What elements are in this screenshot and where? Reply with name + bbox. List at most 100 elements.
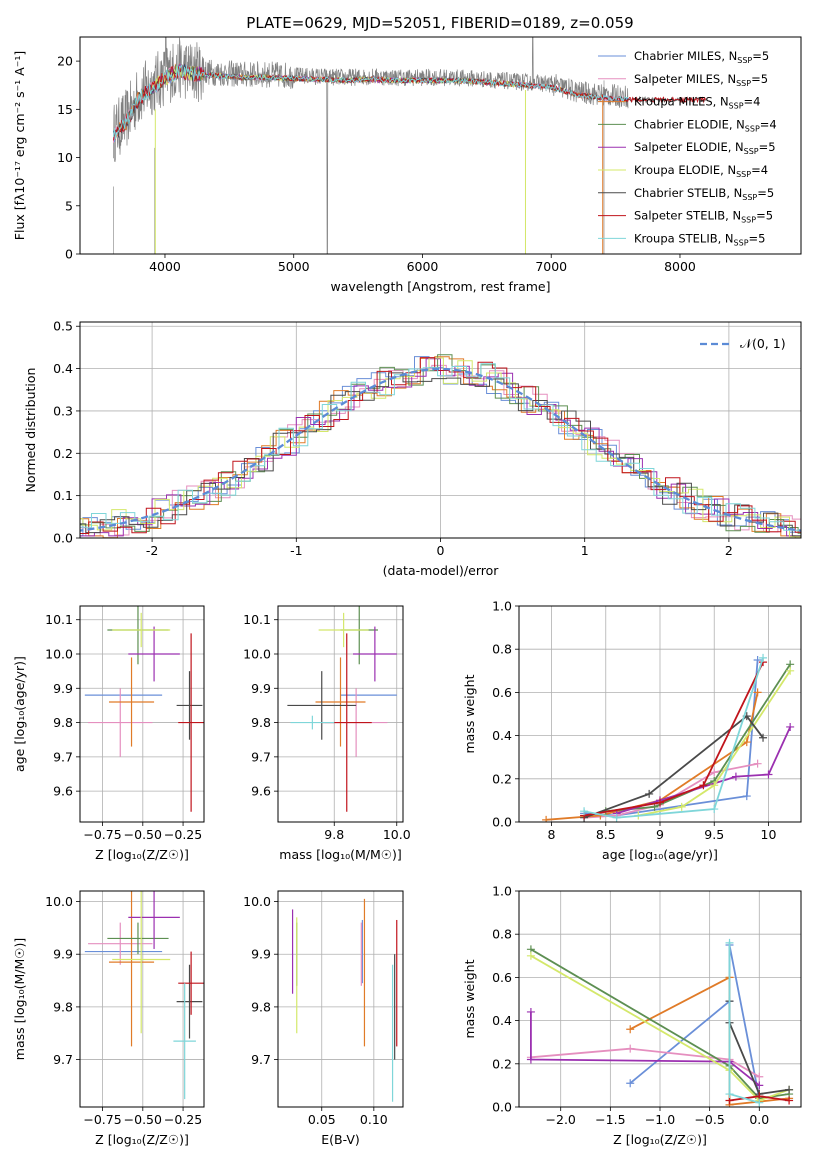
mass-weight-marker <box>656 798 664 807</box>
x-axis-label: mass [log₁₀(M/M☉)] <box>279 847 401 862</box>
x-tick-label: 0 <box>437 543 445 558</box>
legend-label: Chabrier MILES, NSSP=5 <box>634 49 769 65</box>
x-tick-label: −0.5 <box>694 1112 724 1127</box>
residual_hist-axes: -2 -1 0 1 2 0.0 0.1 0.2 0.3 0.4 0.5 (data-model)/er… <box>23 319 801 578</box>
legend-label: Chabrier STELIB, NSSP=5 <box>634 186 774 202</box>
mass-weight-marker <box>626 1025 635 1034</box>
mass-weight-marker <box>755 1072 764 1081</box>
error-bar-point <box>128 626 180 682</box>
y-tick-label: 9.7 <box>251 749 271 764</box>
mass-weight-line <box>530 955 790 1102</box>
x-tick-label: -2 <box>146 543 158 558</box>
y-axis-label: mass weight <box>462 674 477 753</box>
observed-spectrum-line <box>113 37 629 254</box>
massweight_vs_age-axes: 8 8.5 9 9.5 10 0.0 0.2 0.4 0.6 0.8 1.0 age [log₁₀(a… <box>462 599 801 862</box>
mass-weight-marker <box>710 781 719 790</box>
y-tick-label: 10.1 <box>45 612 73 627</box>
spectrum-plot <box>113 37 707 254</box>
model-line <box>113 64 629 139</box>
x-tick-label: 9 <box>656 827 664 842</box>
x-tick-label: 0.05 <box>308 1112 336 1127</box>
y-tick-label: 9.7 <box>53 749 73 764</box>
axes-frame <box>277 605 404 823</box>
y-tick-label: 10.1 <box>243 612 271 627</box>
y-tick-label: 0.5 <box>53 319 73 334</box>
y-tick-label: 0.0 <box>492 1100 512 1115</box>
error-bar-point <box>128 891 180 949</box>
y-tick-label: 10 <box>57 150 73 165</box>
x-tick-label: −0.50 <box>124 827 162 842</box>
y-tick-label: 9.8 <box>251 999 271 1014</box>
mass-weight-line <box>583 657 764 819</box>
mass-weight-marker <box>764 770 773 779</box>
histogram-step-line <box>80 358 801 537</box>
mass-weight-line <box>530 1012 760 1087</box>
y-tick-label: 9.9 <box>251 947 271 962</box>
mass-weight-marker <box>755 1098 764 1107</box>
mass-weight-marker <box>710 768 719 777</box>
y-tick-label: 15 <box>57 102 73 117</box>
mass-weight-marker <box>786 666 795 675</box>
mass-weight-marker <box>526 1055 535 1064</box>
x-tick-label: 6000 <box>407 259 439 274</box>
histogram-plot <box>80 354 801 538</box>
age_vs_mass-axes: 9.8 10.0 9.6 9.7 9.8 9.9 10.0 10.1 mass [log₁₀(M… <box>243 606 411 862</box>
x-tick-label: 8.5 <box>596 827 616 842</box>
histogram-step-line <box>80 372 801 537</box>
mass-weight-marker <box>699 781 708 790</box>
y-tick-label: 10.0 <box>243 894 271 909</box>
x-tick-label: 8 <box>548 827 556 842</box>
y-tick-label: 0.6 <box>492 970 512 985</box>
mass-weight-marker <box>753 688 762 697</box>
x-tick-label: 9.8 <box>324 827 344 842</box>
x-axis-label: Z [log₁₀(Z/Z☉)] <box>95 1132 189 1147</box>
mass_vs_ebv-axes: 0.05 0.10 9.7 9.8 9.9 10.0 E(B-V) <box>243 891 403 1147</box>
age_vs_Z-axes: −0.75 −0.50 −0.25 9.6 9.7 9.8 9.9 10.0 10.1 Z [lo… <box>12 606 204 862</box>
y-tick-label: 9.9 <box>53 681 73 696</box>
y-tick-label: 10.0 <box>45 894 73 909</box>
y-tick-label: 0.0 <box>53 531 73 546</box>
mass-weight-line <box>530 948 790 1100</box>
mass-weight-line <box>583 661 764 817</box>
x-axis-label: age [log₁₀(age/yr)] <box>602 847 718 862</box>
x-tick-label: 8000 <box>664 259 696 274</box>
legend-label: Salpeter MILES, NSSP=5 <box>634 72 768 88</box>
mass-weight-marker <box>612 813 621 822</box>
y-tick-label: 9.6 <box>251 784 271 799</box>
mass-weight-marker <box>725 1090 734 1099</box>
legend-label: Salpeter ELODIE, NSSP=5 <box>634 140 776 156</box>
legend-label: Kroupa ELODIE, NSSP=4 <box>634 163 768 179</box>
x-tick-label: −0.75 <box>83 1112 121 1127</box>
y-tick-label: 0.8 <box>492 642 512 657</box>
x-tick-label: 10.0 <box>383 827 411 842</box>
x-tick-label: −0.50 <box>124 1112 162 1127</box>
axes-frame <box>79 321 802 539</box>
mass-weight-line <box>546 692 759 821</box>
y-tick-label: 0.2 <box>492 1056 512 1071</box>
mass-weight-marker <box>645 789 654 798</box>
x-tick-label: −2.0 <box>546 1112 576 1127</box>
x-tick-label: 2 <box>725 543 733 558</box>
legend-label: Salpeter STELIB, NSSP=5 <box>634 209 773 225</box>
error-bar-point <box>176 964 203 1039</box>
y-tick-label: 9.8 <box>251 715 271 730</box>
x-axis-label: Z [log₁₀(Z/Z☉)] <box>95 847 189 862</box>
y-tick-label: 0.1 <box>53 488 73 503</box>
x-tick-label: -1 <box>290 543 302 558</box>
x-tick-label: 9.5 <box>704 827 724 842</box>
error-bar-point <box>287 671 357 740</box>
mass-weight-marker <box>759 733 768 742</box>
y-tick-label: 20 <box>57 54 73 69</box>
y-axis-label: mass [log₁₀(M/M☉)] <box>12 938 27 1060</box>
histogram-step-line <box>80 357 801 534</box>
mass-weight-marker <box>753 656 762 664</box>
x-tick-label: 4000 <box>149 259 181 274</box>
figure-title: PLATE=0629, MJD=52051, FIBERID=0189, z=0… <box>246 14 633 32</box>
mass_vs_Z-axes: −0.75 −0.50 −0.25 9.7 9.8 9.9 10.0 Z [log₁₀(Z/Z… <box>12 891 204 1147</box>
y-tick-label: 9.9 <box>251 681 271 696</box>
legend-label: Kroupa MILES, NSSP=4 <box>634 95 760 111</box>
y-tick-label: 1.0 <box>492 599 512 614</box>
mass-weight-marker <box>526 1007 535 1016</box>
axes-frame <box>79 890 205 1108</box>
y-tick-label: 10.0 <box>243 647 271 662</box>
